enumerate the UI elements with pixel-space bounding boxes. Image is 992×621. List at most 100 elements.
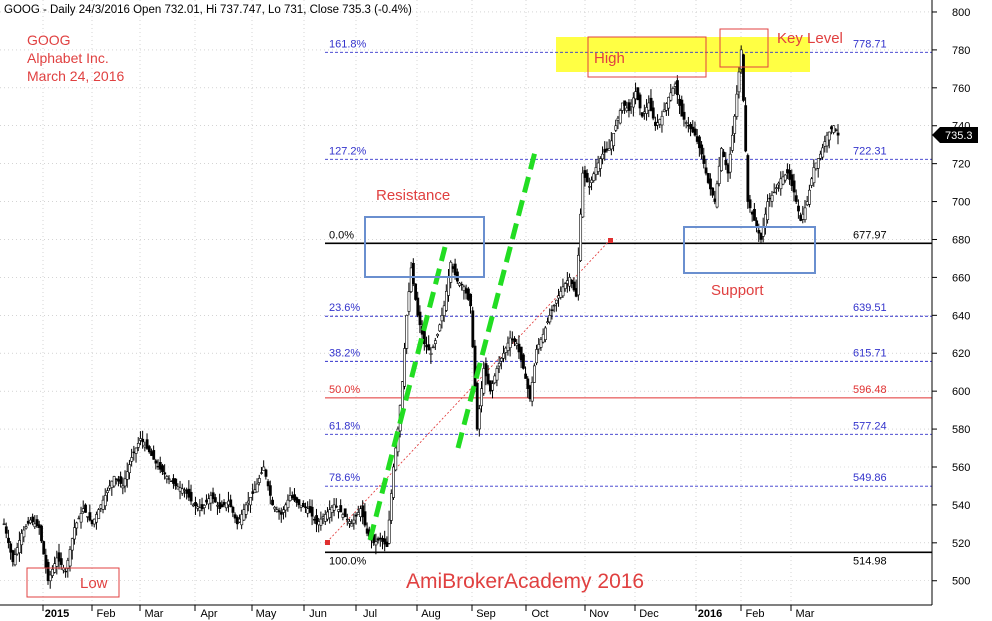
candle-body — [242, 509, 246, 521]
candle-body — [812, 167, 816, 184]
candle-body — [610, 140, 613, 150]
candle-body — [35, 519, 39, 527]
candle-body — [110, 480, 114, 488]
y-tick-label: 780 — [952, 45, 970, 57]
fib-value-label: 722.31 — [853, 145, 887, 157]
candle-body — [572, 281, 576, 291]
candle-body — [106, 490, 109, 494]
info-date: March 24, 2016 — [27, 68, 124, 84]
candle-body — [563, 283, 567, 289]
fib-value-label: 577.24 — [853, 420, 887, 432]
candle-body — [594, 167, 598, 175]
candle-body — [788, 170, 792, 180]
candle-body — [779, 178, 783, 190]
candle-body — [599, 158, 602, 169]
candle-body — [57, 552, 61, 562]
candle-body — [517, 343, 521, 353]
watermark: AmiBrokerAcademy 2016 — [406, 570, 644, 593]
candle-body — [293, 494, 296, 501]
candle-body — [504, 347, 508, 353]
support-label: Support — [711, 282, 764, 299]
candle-body — [167, 478, 171, 480]
candle-body — [511, 338, 514, 341]
candle-body — [548, 315, 552, 323]
candle-body — [546, 321, 550, 324]
candle-body — [356, 512, 360, 515]
candle-body — [495, 368, 499, 381]
candle-body — [44, 554, 48, 568]
candle-body — [119, 476, 123, 484]
candle-body — [139, 438, 142, 441]
candle-body — [145, 439, 149, 449]
candle-body — [568, 277, 572, 287]
candle-body — [834, 129, 838, 131]
candle-body — [51, 569, 54, 576]
x-tick-label: May — [256, 608, 277, 620]
candle-body — [618, 110, 622, 124]
candle-body — [687, 124, 690, 127]
candle-body — [827, 131, 831, 141]
candle-body — [700, 144, 704, 155]
candle-body — [722, 151, 726, 157]
fib-value-label: 615.71 — [853, 347, 887, 359]
candle-body — [680, 99, 684, 117]
candle-body — [86, 515, 90, 518]
candle-body — [733, 115, 737, 134]
candle-body — [229, 499, 233, 508]
candle-body — [691, 126, 695, 133]
candle-body — [354, 514, 358, 517]
candle-body — [544, 327, 547, 340]
x-axis: 2015 Feb Mar Apr May Jun Jul Aug Sep Oct Nov Dec 201… — [42, 605, 815, 620]
candle-body — [462, 286, 466, 291]
candle-body — [260, 472, 263, 474]
candle-body — [385, 541, 389, 547]
candle-body — [376, 538, 380, 541]
candle-body — [559, 291, 563, 298]
y-tick-label: 760 — [952, 83, 970, 95]
fib-pct-label: 78.6% — [329, 472, 360, 484]
key-level-label: Key Level — [777, 30, 843, 47]
candle-body — [825, 134, 829, 147]
fib-anchor-high — [608, 238, 613, 243]
candle-body — [308, 506, 312, 513]
fib-value-label: 778.71 — [853, 38, 887, 50]
fib-pct-label: 50.0% — [329, 384, 360, 396]
candle-body — [7, 537, 10, 544]
candle-body — [451, 266, 455, 269]
candle-body — [411, 262, 415, 285]
candle-body — [222, 502, 226, 506]
candle-body — [55, 557, 59, 567]
candle-body — [295, 497, 299, 503]
candle-body — [434, 340, 437, 344]
candle-body — [288, 495, 292, 501]
candle-body — [414, 283, 417, 300]
candle-body — [823, 141, 827, 147]
price-candles — [2, 45, 840, 589]
candle-body — [359, 508, 362, 517]
candle-body — [262, 466, 266, 471]
candle-body — [176, 486, 180, 490]
candle-body — [792, 180, 796, 193]
candle-body — [328, 509, 332, 518]
candle-body — [643, 111, 646, 114]
candle-body — [717, 165, 721, 184]
candle-body — [651, 107, 655, 119]
candle-body — [24, 526, 28, 529]
candle-body — [13, 554, 17, 566]
candle-body — [799, 215, 803, 221]
candle-body — [68, 549, 72, 567]
candle-body — [207, 498, 211, 505]
candle-body — [482, 368, 486, 394]
candle-body — [277, 510, 281, 513]
candle-body — [405, 315, 409, 349]
candle-body — [460, 283, 464, 286]
candle-body — [348, 521, 351, 524]
candle-body — [29, 519, 32, 524]
vertical-grid — [42, 0, 792, 605]
low-box — [26, 567, 120, 598]
candle-body — [154, 460, 158, 464]
candle-body — [830, 126, 833, 130]
candle-body — [114, 478, 118, 480]
candle-body — [211, 492, 215, 500]
candle-body — [172, 478, 175, 484]
